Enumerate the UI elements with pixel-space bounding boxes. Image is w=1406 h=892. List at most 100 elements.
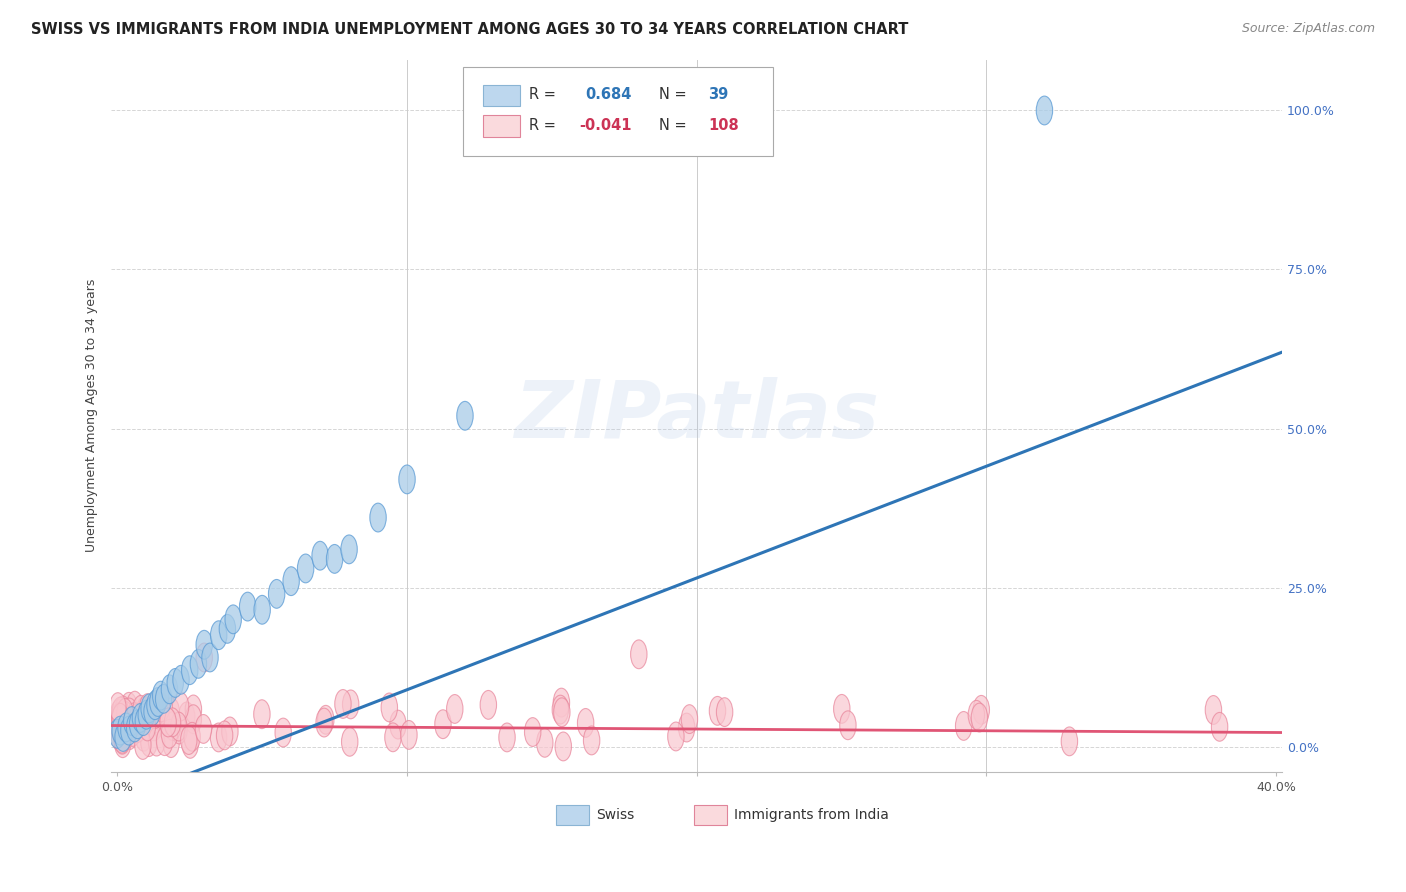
Ellipse shape [141,694,157,723]
Ellipse shape [117,701,134,731]
Ellipse shape [165,708,181,737]
Ellipse shape [110,720,125,748]
Ellipse shape [132,708,149,737]
Ellipse shape [111,703,128,731]
Ellipse shape [160,708,176,737]
Ellipse shape [111,711,128,740]
Ellipse shape [121,721,138,749]
Ellipse shape [1036,96,1053,125]
Ellipse shape [173,692,188,721]
Ellipse shape [839,711,856,739]
Ellipse shape [146,699,163,729]
Ellipse shape [181,656,198,684]
Ellipse shape [132,704,149,732]
Ellipse shape [112,716,128,745]
Ellipse shape [114,711,129,739]
Ellipse shape [179,702,195,731]
Ellipse shape [117,698,134,727]
Ellipse shape [162,719,177,748]
Ellipse shape [138,711,155,739]
Ellipse shape [110,710,127,739]
Text: Immigrants from India: Immigrants from India [734,808,889,822]
Ellipse shape [173,665,190,694]
Ellipse shape [834,695,851,723]
Ellipse shape [143,698,160,726]
Ellipse shape [457,401,474,430]
Ellipse shape [335,690,352,718]
Ellipse shape [211,621,226,649]
Text: ZIPatlas: ZIPatlas [515,376,879,455]
Ellipse shape [389,710,406,739]
Ellipse shape [167,668,183,698]
Text: 0.684: 0.684 [585,87,631,102]
Ellipse shape [1205,696,1222,724]
Ellipse shape [222,717,238,746]
Ellipse shape [111,699,127,729]
Ellipse shape [524,718,541,747]
Ellipse shape [190,649,207,678]
Ellipse shape [434,710,451,739]
Ellipse shape [276,718,291,747]
Ellipse shape [121,711,138,739]
Ellipse shape [114,729,131,757]
Ellipse shape [181,730,198,758]
Ellipse shape [136,706,153,734]
Ellipse shape [254,595,270,624]
Ellipse shape [153,702,170,731]
Ellipse shape [127,713,143,742]
Ellipse shape [121,692,136,722]
Ellipse shape [149,727,165,756]
Ellipse shape [139,704,155,732]
Ellipse shape [298,554,314,582]
Ellipse shape [111,714,128,742]
Ellipse shape [146,690,163,720]
Text: N =: N = [659,118,688,133]
Ellipse shape [153,693,170,722]
Ellipse shape [211,723,226,752]
Ellipse shape [135,731,150,759]
Ellipse shape [195,631,212,659]
Ellipse shape [631,640,647,669]
FancyBboxPatch shape [482,85,520,106]
Ellipse shape [163,729,179,757]
Ellipse shape [679,713,695,742]
Ellipse shape [118,713,134,742]
Ellipse shape [110,693,127,722]
Ellipse shape [127,691,143,720]
Ellipse shape [170,712,187,741]
Ellipse shape [343,690,359,719]
Ellipse shape [499,723,515,752]
Ellipse shape [186,695,201,723]
Ellipse shape [709,697,725,725]
Ellipse shape [112,698,128,726]
Text: N =: N = [659,87,688,102]
Ellipse shape [554,698,569,727]
Text: SWISS VS IMMIGRANTS FROM INDIA UNEMPLOYMENT AMONG AGES 30 TO 34 YEARS CORRELATIO: SWISS VS IMMIGRANTS FROM INDIA UNEMPLOYM… [31,22,908,37]
Ellipse shape [146,704,163,733]
FancyBboxPatch shape [695,805,727,825]
Ellipse shape [139,694,156,723]
Ellipse shape [399,465,415,494]
Ellipse shape [141,728,157,756]
Ellipse shape [956,712,972,740]
Ellipse shape [401,721,418,749]
Ellipse shape [195,714,212,743]
Ellipse shape [138,700,155,729]
Ellipse shape [239,592,256,621]
Ellipse shape [447,695,463,723]
Ellipse shape [253,700,270,729]
FancyBboxPatch shape [482,115,520,136]
Ellipse shape [135,706,152,736]
Ellipse shape [156,684,172,714]
Ellipse shape [219,615,236,643]
Ellipse shape [180,725,197,755]
Ellipse shape [146,712,162,740]
Ellipse shape [114,725,131,754]
Ellipse shape [283,566,299,596]
FancyBboxPatch shape [557,805,589,825]
Ellipse shape [129,714,146,742]
Text: R =: R = [530,87,557,102]
Ellipse shape [132,696,149,724]
Text: 39: 39 [709,87,728,102]
Ellipse shape [217,721,233,750]
